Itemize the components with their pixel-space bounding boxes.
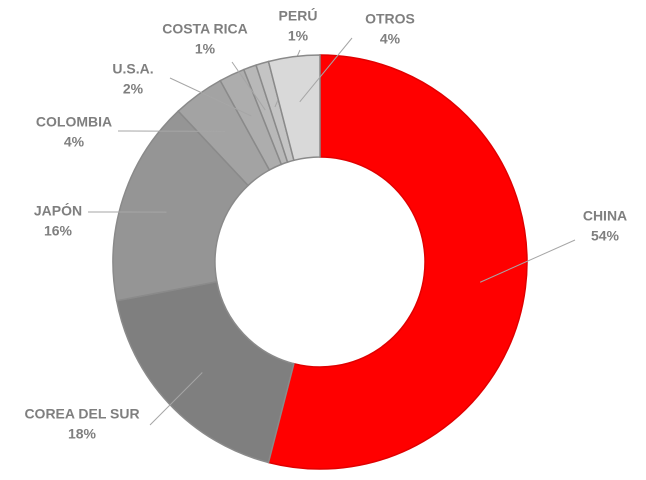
category-label: U.S.A.	[112, 61, 153, 77]
category-label: PERÚ	[279, 7, 318, 24]
value-label: 18%	[68, 426, 97, 442]
category-label: COREA DEL SUR	[24, 406, 139, 422]
value-label: 1%	[195, 41, 216, 57]
value-label: 54%	[591, 228, 620, 244]
slice	[267, 54, 528, 470]
leader-line	[149, 372, 203, 426]
category-label: COSTA RICA	[162, 21, 248, 37]
value-label: 4%	[64, 134, 85, 150]
leader-line	[299, 37, 353, 103]
category-label: JAPÓN	[34, 202, 82, 219]
leader-line	[231, 61, 266, 111]
value-label: 16%	[44, 223, 73, 239]
leader-line	[479, 239, 576, 283]
category-label: COLOMBIA	[36, 114, 112, 130]
slice	[115, 280, 295, 464]
category-label: OTROS	[365, 11, 415, 27]
slice	[112, 110, 250, 302]
category-label: CHINA	[583, 208, 627, 224]
value-label: 4%	[380, 31, 401, 47]
value-label: 1%	[288, 28, 309, 44]
slice	[267, 54, 321, 162]
leader-line	[169, 77, 252, 117]
value-label: 2%	[123, 81, 144, 97]
